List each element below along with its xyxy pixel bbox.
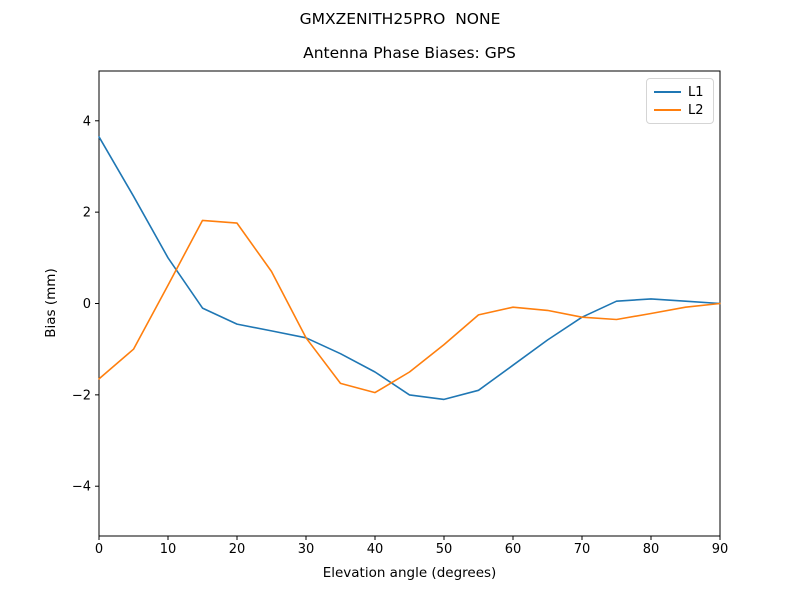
legend-line-swatch-l1 (654, 91, 681, 93)
axes-frame (98, 70, 721, 537)
x-tick-label: 20 (229, 542, 246, 557)
y-tick-label: −2 (72, 388, 91, 403)
axes-title: Antenna Phase Biases: GPS (303, 44, 516, 62)
x-tick-label: 30 (298, 542, 315, 557)
series-line-l2 (98, 219, 721, 394)
legend-label-l1: L1 (688, 84, 704, 100)
x-axis-label: Elevation angle (degrees) (322, 565, 497, 581)
x-tick-label: 60 (505, 542, 522, 557)
figure-title: GMXZENITH25PRO NONE (299, 10, 501, 28)
legend-item-l1: L1 (654, 86, 713, 99)
legend: L1 L2 (646, 78, 714, 124)
x-tick-label: 40 (367, 542, 384, 557)
x-tick-label: 0 (95, 542, 103, 557)
series-line-l1 (98, 136, 721, 401)
legend-line-swatch-l2 (654, 109, 681, 111)
x-tick-label: 10 (160, 542, 177, 557)
y-axis-label: Bias (mm) (43, 268, 59, 338)
legend-item-l2: L2 (654, 104, 713, 117)
x-tick-label: 80 (643, 542, 660, 557)
y-tick-label: −4 (72, 480, 91, 495)
x-tick-label: 90 (712, 542, 729, 557)
y-tick-label: 2 (83, 206, 91, 221)
x-tick-label: 50 (436, 542, 453, 557)
legend-label-l2: L2 (688, 102, 704, 118)
x-tick-label: 70 (574, 542, 591, 557)
y-tick-label: 0 (83, 297, 91, 312)
y-tick-label: 4 (83, 114, 91, 129)
